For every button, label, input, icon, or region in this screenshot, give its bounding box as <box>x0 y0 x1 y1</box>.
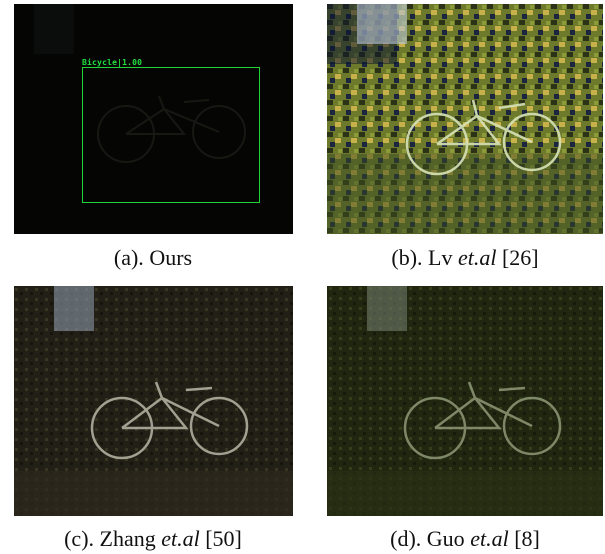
caption-c: (c). Zhang et.al [50] <box>8 526 298 552</box>
caption-b-ref: [26] <box>496 245 538 270</box>
detection-bounding-box <box>82 67 260 203</box>
caption-b: (b). Lv et.al [26] <box>320 245 605 271</box>
caption-b-etal: et.al <box>458 245 497 270</box>
image-panel-ours: Bicycle|1.00 <box>14 4 293 234</box>
caption-c-etal: et.al <box>161 526 200 551</box>
caption-d-etal: et.al <box>470 526 509 551</box>
bicycle-image-guo <box>327 286 603 516</box>
caption-d-ref: [8] <box>509 526 540 551</box>
bicycle-image-lv <box>327 4 603 234</box>
caption-a-prefix: (a). <box>114 245 149 270</box>
detection-label: Bicycle|1.00 <box>82 58 142 67</box>
caption-d-prefix: (d). Guo <box>390 526 470 551</box>
image-panel-guo <box>327 286 603 516</box>
caption-c-ref: [50] <box>200 526 242 551</box>
image-panel-lv <box>327 4 603 234</box>
bicycle-image-zhang <box>14 286 293 516</box>
caption-d: (d). Guo et.al [8] <box>320 526 605 552</box>
caption-a-name: Ours <box>149 245 192 270</box>
caption-a: (a). Ours <box>8 245 298 271</box>
caption-c-prefix: (c). Zhang <box>64 526 161 551</box>
caption-b-prefix: (b). Lv <box>391 245 458 270</box>
image-panel-zhang <box>14 286 293 516</box>
